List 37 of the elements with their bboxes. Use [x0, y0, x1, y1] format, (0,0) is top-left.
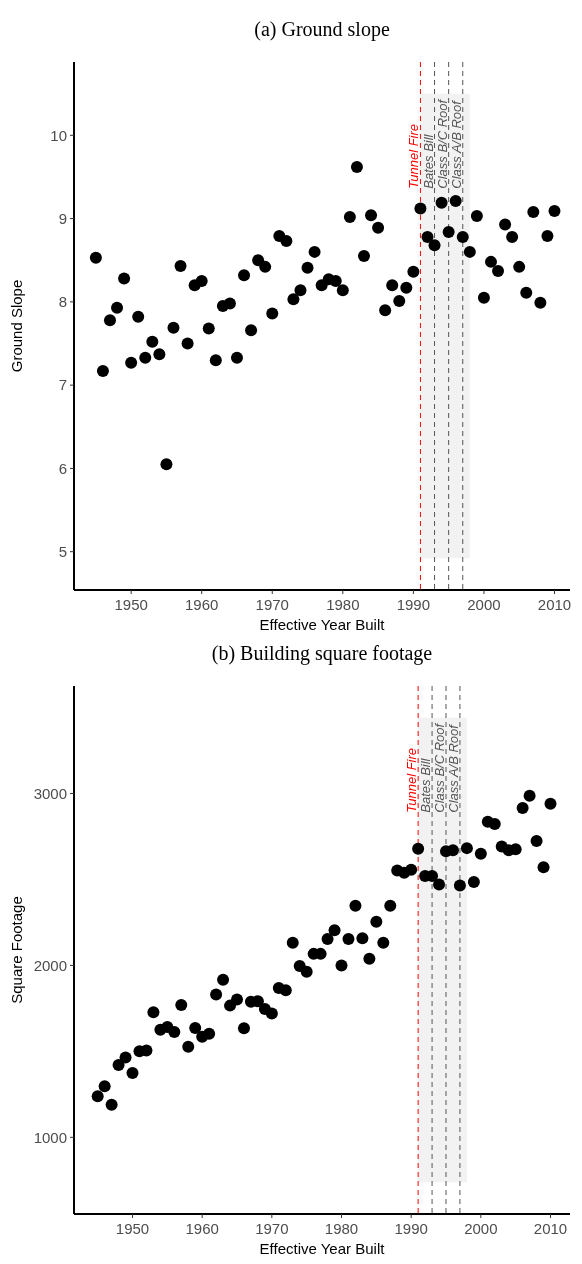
ref-line-label: Bates Bill	[418, 757, 434, 813]
ref-line-label: Class B/C Roof	[434, 98, 450, 189]
x-tick-label: 1970	[255, 1220, 289, 1237]
ref-line-label: Tunnel Fire	[406, 123, 422, 189]
x-tick-label: 1990	[396, 596, 431, 613]
x-tick-label: 2010	[533, 1220, 568, 1237]
chart-title: (a) Ground slope	[254, 18, 390, 41]
y-tick-label: 5	[58, 542, 67, 560]
y-tick-label: 7	[58, 376, 67, 394]
x-tick-label: 1950	[115, 1220, 150, 1237]
y-tick-label: 8	[58, 293, 67, 311]
y-tick-label: 1000	[33, 1128, 67, 1146]
y-axis-title: Ground Slope	[8, 279, 25, 373]
y-axis-title: Square Footage	[8, 896, 25, 1004]
ref-line-label: Bates Bill	[420, 133, 436, 189]
y-tick-label: 6	[58, 459, 67, 477]
ref-line-label: Tunnel Fire	[404, 747, 420, 813]
x-tick-label: 1980	[324, 1220, 359, 1237]
x-tick-label: 1980	[326, 596, 360, 613]
chart-title: (b) Building square footage	[211, 642, 433, 665]
x-axis-title: Effective Year Built	[259, 616, 386, 633]
x-tick-label: 1970	[255, 596, 289, 613]
x-tick-label: 2010	[537, 596, 572, 613]
y-tick-label: 3000	[33, 784, 67, 802]
x-tick-label: 1990	[394, 1220, 428, 1237]
y-tick-label: 9	[58, 209, 67, 227]
ref-line-label: Class A/B Roof	[448, 99, 464, 189]
y-tick-label: 2000	[33, 956, 67, 974]
x-axis-title: Effective Year Built	[259, 1240, 386, 1257]
x-tick-label: 1960	[185, 596, 219, 613]
x-tick-label: 2000	[467, 596, 501, 613]
x-tick-label: 1950	[114, 596, 148, 613]
x-tick-label: 2000	[464, 1220, 498, 1237]
x-tick-label: 1960	[185, 1220, 219, 1237]
y-tick-label: 10	[50, 126, 67, 144]
ref-line-label: Class A/B Roof	[445, 723, 461, 813]
ref-line-label: Class B/C Roof	[432, 722, 447, 813]
